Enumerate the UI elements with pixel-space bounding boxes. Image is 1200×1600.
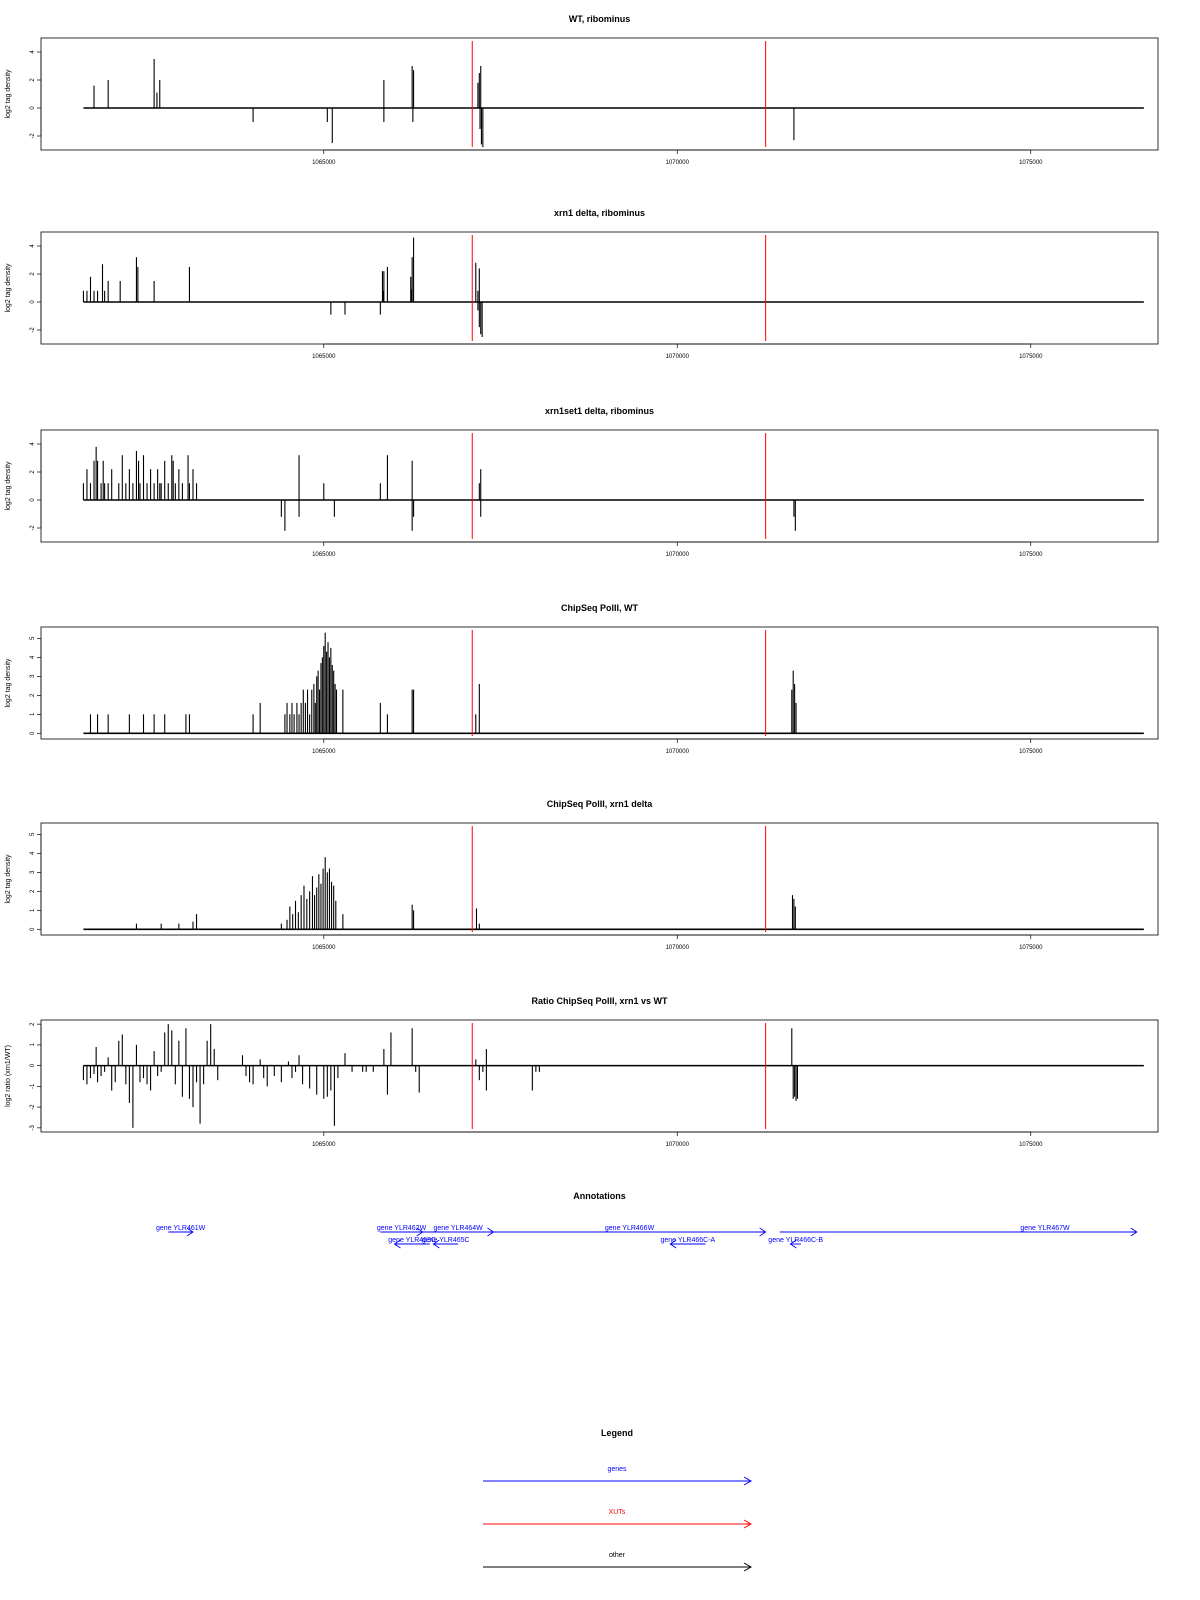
x-tick-label: 1065000 (312, 354, 336, 360)
y-tick-label: 4 (30, 50, 36, 54)
plot-frame (40, 231, 1159, 345)
y-tick-label: 4 (30, 851, 36, 855)
gene-label: gene YLR464W (433, 1225, 483, 1232)
y-tick-label: 2 (30, 1022, 36, 1026)
y-tick-label: 5 (30, 832, 36, 836)
legend-item-arrowhead (743, 1562, 753, 1572)
y-tick-label: 3 (30, 870, 36, 874)
x-tick-label: 1065000 (312, 552, 336, 558)
x-tick-label: 1070000 (666, 354, 690, 360)
legend-title: Legend (601, 1428, 633, 1438)
panel-6: Ratio ChipSeq PolII, xrn1 vs WT -3 -2 -1 0 1 2… (5, 996, 1159, 1148)
plot-frame (40, 429, 1159, 543)
x-tick-label: 1070000 (666, 160, 690, 166)
plot-frame (40, 1019, 1159, 1133)
panel-title: xrn1 delta, ribominus (554, 208, 645, 218)
x-tick-label: 1075000 (1019, 552, 1043, 558)
x-tick-label: 1075000 (1019, 1142, 1043, 1148)
y-axis-label: log2 tag density (5, 854, 12, 904)
plot-frame (40, 822, 1159, 936)
panel-4: ChipSeq PolII, WT 0 1 2 3 4 5 log2 tag density 1… (5, 603, 1159, 755)
x-tick-label: 1075000 (1019, 160, 1043, 166)
plot-frame (40, 626, 1159, 740)
y-tick-label: 2 (30, 470, 36, 474)
gene-label: gene YLR466C-B (768, 1237, 823, 1244)
panel-title: ChipSeq PolII, xrn1 delta (547, 799, 654, 809)
annotations-title: Annotations (573, 1191, 626, 1201)
y-tick-label: 2 (30, 78, 36, 82)
plot-frame (40, 37, 1159, 151)
gene-arrowhead (759, 1227, 767, 1237)
y-tick-label: 0 (30, 1063, 36, 1067)
gene-label: gene YLR462W (377, 1225, 427, 1232)
y-axis-label: log2 tag density (5, 461, 12, 511)
x-tick-label: 1065000 (312, 749, 336, 755)
panel-title: ChipSeq PolII, WT (561, 603, 638, 613)
gene-label: gene YLR463C (388, 1237, 436, 1244)
gene-arrowhead (432, 1239, 440, 1249)
annotations-track: Annotations gene YLR461W gene YLR462W gene … (156, 1191, 1138, 1249)
y-tick-label: -1 (30, 1083, 36, 1089)
y-tick-label: 2 (30, 889, 36, 893)
y-axis-label: log2 tag density (5, 263, 12, 313)
y-tick-label: 1 (30, 712, 36, 716)
panel-3: xrn1set1 delta, ribominus -2 0 2 4 log2 tag d… (5, 406, 1159, 558)
y-tick-label: 1 (30, 908, 36, 912)
y-tick-label: 0 (30, 927, 36, 931)
gene-arrowhead (669, 1239, 677, 1249)
x-tick-label: 1075000 (1019, 749, 1043, 755)
gene-label: gene YLR466C-A (660, 1237, 715, 1244)
y-tick-label: 3 (30, 674, 36, 678)
y-tick-label: 0 (30, 731, 36, 735)
y-tick-label: -2 (30, 525, 36, 531)
y-tick-label: 2 (30, 272, 36, 276)
x-tick-label: 1070000 (666, 749, 690, 755)
gene-arrowhead (186, 1227, 194, 1237)
y-tick-label: 0 (30, 498, 36, 502)
panel-5: ChipSeq PolII, xrn1 delta 0 1 2 3 4 5 log2 tag … (5, 799, 1159, 951)
x-tick-label: 1070000 (666, 945, 690, 951)
legend-item-label: other (609, 1552, 626, 1559)
x-tick-label: 1065000 (312, 160, 336, 166)
x-tick-label: 1075000 (1019, 945, 1043, 951)
y-tick-label: 4 (30, 244, 36, 248)
y-tick-label: 5 (30, 636, 36, 640)
y-tick-label: 2 (30, 693, 36, 697)
gene-label: gene YLR467W (1020, 1225, 1070, 1232)
gene-label: gene YLR465C (422, 1237, 470, 1244)
x-tick-label: 1065000 (312, 1142, 336, 1148)
panel-1: WT, ribominus -2 0 2 4 log2 tag density 106500… (5, 14, 1159, 166)
y-tick-label: -2 (30, 327, 36, 333)
gene-arrowhead (1130, 1227, 1138, 1237)
legend-item-arrowhead (743, 1519, 753, 1529)
legend: Legend genes XUTs other (483, 1428, 753, 1572)
y-tick-label: 0 (30, 106, 36, 110)
x-tick-label: 1065000 (312, 945, 336, 951)
gene-arrowhead (393, 1239, 401, 1249)
y-tick-label: 0 (30, 300, 36, 304)
x-tick-label: 1075000 (1019, 354, 1043, 360)
y-tick-label: 1 (30, 1043, 36, 1047)
gene-label: gene YLR461W (156, 1225, 206, 1232)
y-axis-label: log2 ratio (xrn1/WT) (5, 1045, 12, 1107)
panel-2: xrn1 delta, ribominus -2 0 2 4 log2 tag densi… (5, 208, 1159, 360)
gene-label: gene YLR466W (605, 1225, 655, 1232)
y-tick-label: -3 (30, 1125, 36, 1131)
x-tick-label: 1070000 (666, 552, 690, 558)
y-tick-label: 4 (30, 442, 36, 446)
legend-item-label: genes (607, 1466, 627, 1473)
y-axis-label: log2 tag density (5, 69, 12, 119)
gene-arrowhead (789, 1239, 797, 1249)
y-tick-label: -2 (30, 1104, 36, 1110)
x-tick-label: 1070000 (666, 1142, 690, 1148)
y-tick-label: -2 (30, 133, 36, 139)
legend-item-arrowhead (743, 1476, 753, 1486)
y-axis-label: log2 tag density (5, 658, 12, 708)
panel-title: Ratio ChipSeq PolII, xrn1 vs WT (531, 996, 668, 1006)
panel-title: WT, ribominus (569, 14, 631, 24)
legend-item-label: XUTs (609, 1509, 626, 1516)
panel-title: xrn1set1 delta, ribominus (545, 406, 654, 416)
y-tick-label: 4 (30, 655, 36, 659)
